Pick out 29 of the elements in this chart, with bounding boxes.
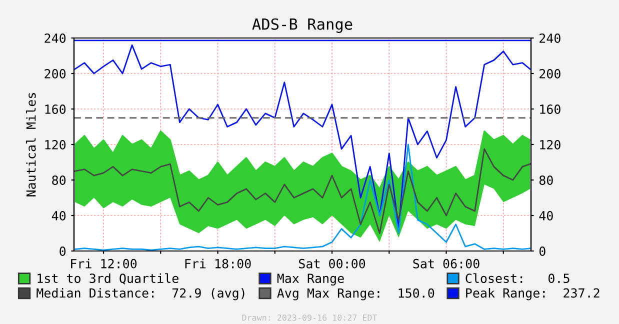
legend-label: Avg Max Range: 150.0 (277, 288, 434, 300)
chart-title: ADS-B Range (252, 18, 352, 33)
legend-label: 1st to 3rd Quartile (38, 273, 178, 285)
y-tick-label: 200 (44, 69, 66, 78)
y-tick-label: 80 (52, 176, 66, 185)
x-tick-label: Sat 00:00 (299, 258, 366, 268)
y-tick-label: 40 (52, 211, 66, 220)
y2-tick-label: 120 (540, 140, 560, 150)
legend-label: Max Range (277, 274, 344, 286)
x-tick-label: Fri 12:00 (71, 258, 137, 268)
y2-tick-label: 40 (539, 211, 553, 220)
y2-tick-label: 240 (540, 34, 560, 43)
legend-label: Peak Range: 237.2 (466, 288, 600, 300)
text: Drawn: 2023-09-16 10:27 EDT (242, 314, 378, 321)
y2-tick-label: 80 (539, 176, 553, 185)
y-tick-label: 160 (45, 104, 66, 114)
line-series (74, 148, 531, 234)
line-series (74, 44, 531, 230)
y2-tick-label: 160 (540, 104, 560, 114)
y-tick-label: 240 (44, 34, 66, 43)
y-tick-label: 0 (60, 246, 66, 256)
y2-tick-label: 0 (539, 246, 546, 256)
y2-tick-label: 200 (540, 69, 560, 78)
legend-label: Median Distance: 72.9 (avg) (36, 288, 244, 300)
y-tick-label: 120 (45, 140, 66, 150)
x-tick-label: Sat 06:00 (413, 258, 480, 268)
legend-label: Closest: 0.5 (466, 273, 570, 284)
y-axis-title: Nautical Miles (26, 93, 36, 196)
x-tick-label: Fri 18:00 (185, 258, 251, 268)
